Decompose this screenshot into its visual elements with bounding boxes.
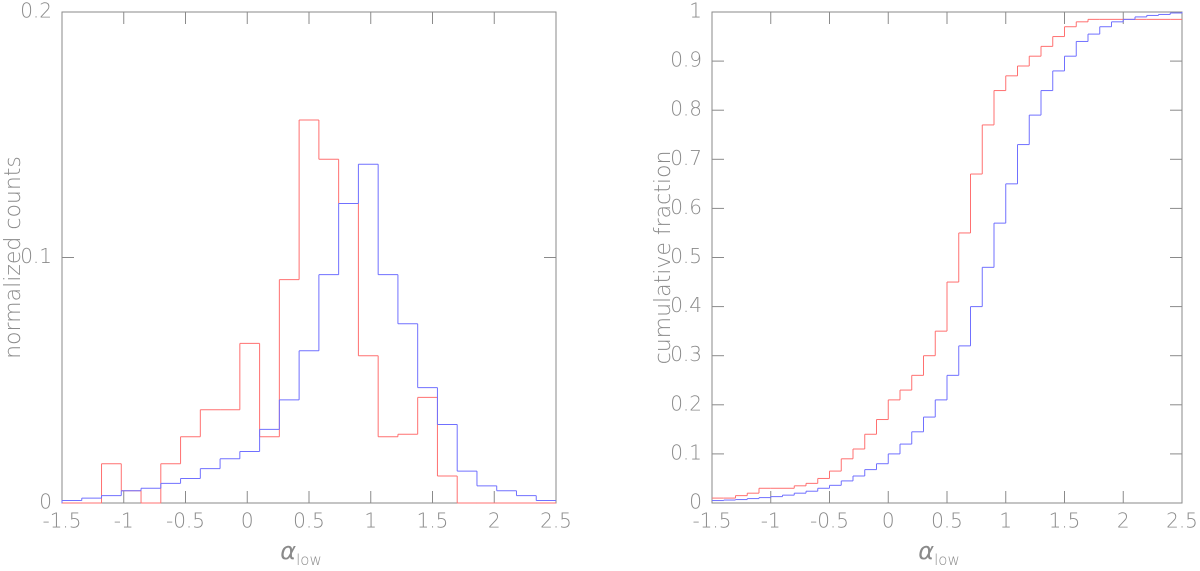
y-tick-label: 0.1 <box>20 244 52 268</box>
y-tick-label: 0.1 <box>670 440 702 464</box>
x-tick-label: -0.5 <box>810 509 849 533</box>
x-axis-subscript: low <box>934 551 960 569</box>
y-axis-label: normalized counts <box>1 156 26 359</box>
x-axis-label: αlow <box>918 537 959 569</box>
x-tick-label: 2 <box>488 509 501 533</box>
x-tick-label: 1.5 <box>1049 509 1081 533</box>
y-tick-label: 0 <box>689 490 702 514</box>
panel: -1.5 -1 -0.5 0 0.5 1 1.5 2 2.5 0 0.1 0.2 αlow normali… <box>1 0 572 569</box>
x-tick-label: -1 <box>761 509 781 533</box>
x-tick-label: -0.5 <box>166 509 205 533</box>
y-tick-label: 0.8 <box>670 97 702 121</box>
y-tick-label: 0.9 <box>670 48 702 72</box>
x-tick-label: 0 <box>882 509 895 533</box>
y-tick-label: 0.3 <box>670 342 702 366</box>
x-tick-label: 0.5 <box>931 509 963 533</box>
x-axis-symbol: α <box>280 537 296 565</box>
y-tick-label: 0.4 <box>670 293 702 317</box>
x-tick-label: 0 <box>241 509 254 533</box>
x-tick-label: -1.5 <box>42 509 81 533</box>
y-axis-label: cumulative fraction <box>651 151 676 365</box>
x-tick-label: 2.5 <box>540 509 572 533</box>
x-axis-symbol: α <box>918 537 934 565</box>
y-tick-label: 0.2 <box>670 391 702 415</box>
plot-frame <box>61 11 557 504</box>
y-tick-label: 0.7 <box>670 146 702 170</box>
y-tick-label: 0 <box>39 490 52 514</box>
x-tick-label: -1.5 <box>692 509 731 533</box>
y-tick-label: 0.6 <box>670 195 702 219</box>
x-tick-label: -1 <box>114 509 134 533</box>
x-tick-label: 1.5 <box>417 509 449 533</box>
y-tick-label: 1 <box>689 0 702 23</box>
y-tick-label: 0.5 <box>670 244 702 268</box>
x-axis-subscript: low <box>296 551 322 569</box>
x-tick-label: 1 <box>999 509 1012 533</box>
x-axis-label: αlow <box>280 537 321 569</box>
panel: -1.5 -1 -0.5 0 0.5 1 1.5 2 2.5 0 0.1 0.2 0.3 0.4 0.5 0.… <box>651 0 1198 569</box>
x-tick-label: 2.5 <box>1166 509 1198 533</box>
plot-frame <box>711 11 1183 504</box>
x-tick-label: 1 <box>364 509 377 533</box>
x-tick-label: 2 <box>1117 509 1130 533</box>
x-tick-label: 0.5 <box>293 509 325 533</box>
y-tick-label: 0.2 <box>20 0 52 23</box>
